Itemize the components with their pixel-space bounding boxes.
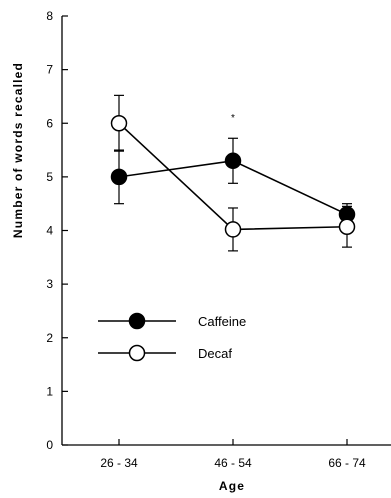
- y-tick-label: 2: [46, 331, 53, 345]
- data-point-decaf: [338, 218, 356, 235]
- x-tick-label: 26 - 34: [100, 456, 138, 470]
- legend-label-decaf: Decaf: [198, 346, 232, 361]
- tick-group: 0 1 2 3 4 5 6 7 8 26 - 34 46 - 54 66 - 74: [46, 9, 366, 470]
- y-tick-label: 8: [46, 9, 53, 23]
- data-point-decaf: [224, 221, 242, 238]
- legend-marker-caffeine: [128, 312, 146, 330]
- data-point-decaf: [110, 115, 128, 132]
- x-tick-label: 46 - 54: [214, 456, 252, 470]
- legend-marker-decaf: [128, 344, 146, 362]
- y-tick-label: 6: [46, 116, 53, 130]
- legend-label-caffeine: Caffeine: [198, 314, 246, 329]
- x-tick-label: 66 - 74: [328, 456, 366, 470]
- y-tick-label: 1: [46, 384, 53, 398]
- x-axis-title: Age: [219, 479, 245, 493]
- y-tick-label: 3: [46, 277, 53, 291]
- data-point-caffeine: [110, 168, 128, 186]
- series-markers: [110, 115, 356, 238]
- y-tick-label: 4: [46, 224, 53, 238]
- data-point-caffeine: [224, 152, 242, 170]
- legend: Caffeine Decaf: [98, 312, 246, 362]
- y-tick-label: 7: [46, 63, 53, 77]
- y-axis-title: Number of words recalled: [11, 62, 25, 238]
- significance-asterisk: *: [231, 113, 235, 124]
- y-tick-label: 5: [46, 170, 53, 184]
- y-tick-label: 0: [46, 438, 53, 452]
